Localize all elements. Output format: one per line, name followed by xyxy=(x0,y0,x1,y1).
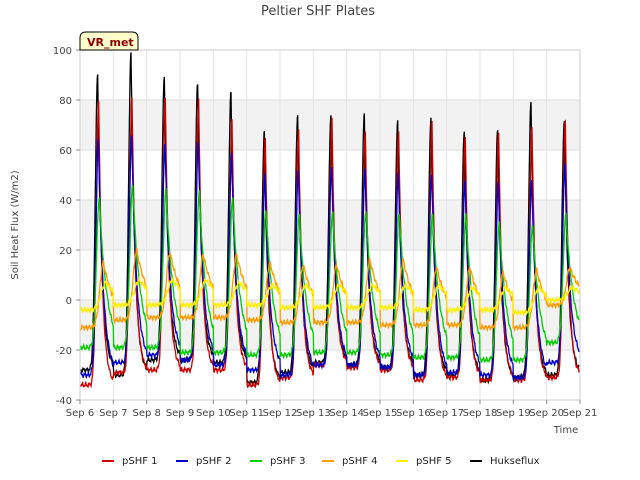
y-tick-label: 100 xyxy=(53,46,72,57)
x-tick-label: Sep 11 xyxy=(229,408,264,419)
y-tick-label: 20 xyxy=(59,246,72,257)
legend-label: pSHF 1 xyxy=(122,456,158,467)
series-line-pshf-4 xyxy=(80,247,580,333)
x-tick-label: Sep 12 xyxy=(263,408,298,419)
y-tick-label: -40 xyxy=(56,396,72,407)
legend-label: pSHF 4 xyxy=(342,456,378,467)
x-tick-label: Sep 7 xyxy=(99,408,127,419)
x-tick-label: Sep 10 xyxy=(196,408,231,419)
plot-border xyxy=(79,49,581,401)
x-tick-label: Sep 17 xyxy=(429,408,464,419)
x-axis-title: Time xyxy=(553,425,578,436)
station-badge: VR_met xyxy=(79,31,139,51)
series-line-pshf-3 xyxy=(80,184,580,365)
y-tick-label: 40 xyxy=(59,196,72,207)
y-tick-label: 60 xyxy=(59,146,72,157)
y-axis-ticks: -40 -20 0 20 40 60 80 100 xyxy=(53,46,80,407)
x-tick-label: Sep 9 xyxy=(166,408,194,419)
y-tick-label: 80 xyxy=(59,96,72,107)
legend-label: pSHF 5 xyxy=(416,456,452,467)
x-tick-label: Sep 15 xyxy=(363,408,398,419)
series-lines xyxy=(80,52,580,389)
x-tick-label: Sep 8 xyxy=(132,408,160,419)
x-tick-label: Sep 6 xyxy=(66,408,94,419)
series-line-pshf-2 xyxy=(80,135,580,382)
chart-title: Peltier SHF Plates xyxy=(261,4,375,19)
x-tick-label: Sep 14 xyxy=(329,408,364,419)
x-tick-label: Sep 18 xyxy=(463,408,498,419)
legend-label: Hukseflux xyxy=(490,456,540,467)
station-badge-label: VR_met xyxy=(87,36,134,49)
x-tick-label: Sep 13 xyxy=(296,408,331,419)
y-tick-label: 0 xyxy=(66,296,72,307)
legend-label: pSHF 3 xyxy=(270,456,306,467)
legend: pSHF 1 pSHF 2 pSHF 3 pSHF 4 pSHF 5 Hukseflux xyxy=(102,456,540,467)
series-line-hukseflux xyxy=(80,52,580,387)
x-tick-label: Sep 20 xyxy=(529,408,564,419)
series-line-pshf-5 xyxy=(80,275,580,317)
x-tick-label: Sep 19 xyxy=(496,408,531,419)
legend-label: pSHF 2 xyxy=(196,456,232,467)
station-badge-box xyxy=(79,31,139,51)
x-tick-label: Sep 21 xyxy=(563,408,598,419)
y-tick-label: -20 xyxy=(56,346,72,357)
x-tick-label: Sep 16 xyxy=(396,408,431,419)
y-axis-title: Soil Heat Flux (W/m2) xyxy=(10,170,21,279)
